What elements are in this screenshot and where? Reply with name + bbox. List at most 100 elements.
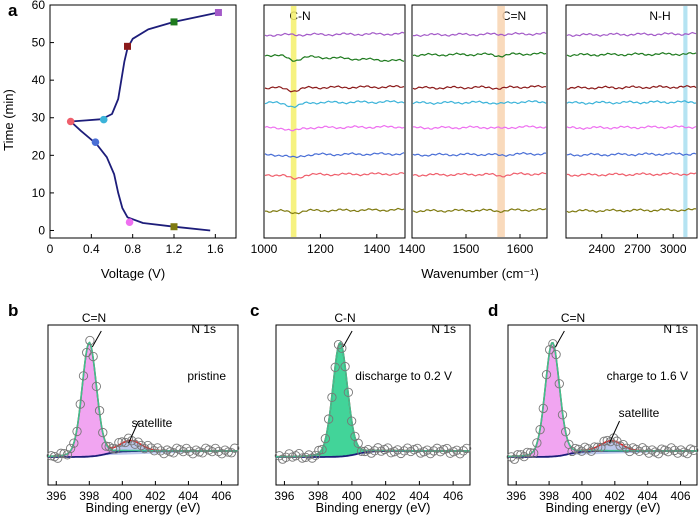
a2-series-blue <box>264 152 405 159</box>
c-data-point <box>310 450 321 461</box>
a2-xtick-label: 1200 <box>307 242 334 256</box>
c-data-point <box>373 443 383 453</box>
b-data-point <box>149 446 159 456</box>
d-data-point <box>538 403 548 414</box>
d-component-fit <box>508 341 697 458</box>
b-xtick-label: 400 <box>112 489 132 503</box>
b-data-point <box>111 444 121 454</box>
b-data-point <box>72 426 82 437</box>
b-data-point <box>213 446 224 457</box>
c-xlabel: Binding energy (eV) <box>316 500 431 515</box>
c-data-point <box>366 448 377 458</box>
d-data-point <box>644 448 654 458</box>
b-data-point <box>146 443 156 453</box>
d-data-point <box>554 379 564 389</box>
b-data-point <box>107 443 118 454</box>
a3-series-pink <box>412 125 547 130</box>
c-xtick-label: 406 <box>443 489 463 503</box>
b-annotation: pristine <box>187 369 226 383</box>
a4-frame <box>565 4 698 239</box>
b-data-point <box>152 443 163 453</box>
a2-xtick-label: 1400 <box>363 242 390 256</box>
d-frame <box>507 324 698 486</box>
d-xtick-label: 400 <box>572 489 592 503</box>
b-data-point <box>185 446 195 456</box>
a1-xtick-label: 1.2 <box>166 242 183 256</box>
a1-xtick-label: 0 <box>47 242 54 256</box>
b-data-point <box>94 405 105 416</box>
d-xtick-label: 404 <box>638 489 658 503</box>
a1-xtick-label: 0.8 <box>124 242 141 256</box>
c-data-point <box>346 416 357 426</box>
c-data-point <box>452 445 462 455</box>
d-data-point <box>561 427 571 437</box>
c-data-point <box>425 448 436 459</box>
a1-marker <box>66 117 75 126</box>
b-data-point <box>46 451 56 461</box>
a4-xtick-label: 2400 <box>588 242 615 256</box>
b-data-point <box>56 448 66 458</box>
a2-series-purple <box>264 31 405 37</box>
a1-frame <box>49 4 237 239</box>
b-data-point <box>143 440 153 451</box>
d-data-point <box>567 446 577 457</box>
c-frame <box>275 324 471 486</box>
d-data-point <box>589 442 600 452</box>
c-annotation: discharge to 0.2 V <box>355 369 452 383</box>
b-data-point <box>130 439 140 449</box>
b-data-point <box>85 335 95 346</box>
a4-series-olive <box>566 208 697 214</box>
d-data-point <box>596 442 606 453</box>
c-data-point <box>396 448 406 459</box>
c-data-point <box>402 443 413 453</box>
a4-band-label: N-H <box>649 9 670 23</box>
d-data-point <box>557 410 568 420</box>
a2-series-olive <box>264 207 405 215</box>
d-xtick-label: 398 <box>539 489 559 503</box>
a3-xtick-label: 1500 <box>453 242 480 256</box>
a4-series-blue <box>566 152 697 157</box>
c-peak-arrow <box>342 330 353 348</box>
b-data-point <box>168 448 179 458</box>
a1-xtick-label: 1.6 <box>207 242 224 256</box>
d-data-point <box>529 448 539 458</box>
c-data-point <box>324 414 334 424</box>
a3-series-darkred <box>412 84 546 90</box>
d-data-point <box>666 443 676 453</box>
a2-series-darkred <box>264 84 405 93</box>
a3-highlight-band <box>497 6 505 237</box>
c-data-point <box>281 452 291 462</box>
c-data-point <box>274 451 285 461</box>
d-data-point <box>618 439 628 450</box>
a4-highlight-band <box>683 6 688 237</box>
a1-marker <box>91 138 100 146</box>
a1-marker <box>124 42 131 50</box>
a1-marker <box>99 115 108 124</box>
d-data-point <box>535 425 545 435</box>
b-data-point <box>88 351 98 362</box>
b-xtick-label: 402 <box>145 489 165 503</box>
a3-frame <box>411 4 548 239</box>
c-data-point <box>317 444 327 455</box>
a3-series-olive <box>412 207 547 214</box>
b-data-point <box>114 437 124 448</box>
panel-label-d: d <box>488 301 498 320</box>
b-data-point <box>159 448 169 459</box>
a1-marker <box>125 218 134 227</box>
b-data-point <box>207 446 217 457</box>
a4-series-pink <box>566 125 697 130</box>
b-xtick-label: 404 <box>178 489 198 503</box>
c-data-point <box>343 387 354 397</box>
d-data-point <box>516 450 526 460</box>
b-data-point <box>75 399 85 409</box>
c-data-point <box>330 362 340 372</box>
a1-ytick-label: 10 <box>32 186 46 200</box>
c-data-point <box>363 445 373 455</box>
c-data-point <box>307 453 317 463</box>
a1-ylabel: Time (min) <box>1 89 16 151</box>
a1-marker <box>170 18 178 26</box>
c-data-point <box>455 449 465 459</box>
d-total-fit <box>508 341 697 458</box>
d-data-point <box>641 445 651 455</box>
b-satellite-arrow <box>128 420 140 444</box>
